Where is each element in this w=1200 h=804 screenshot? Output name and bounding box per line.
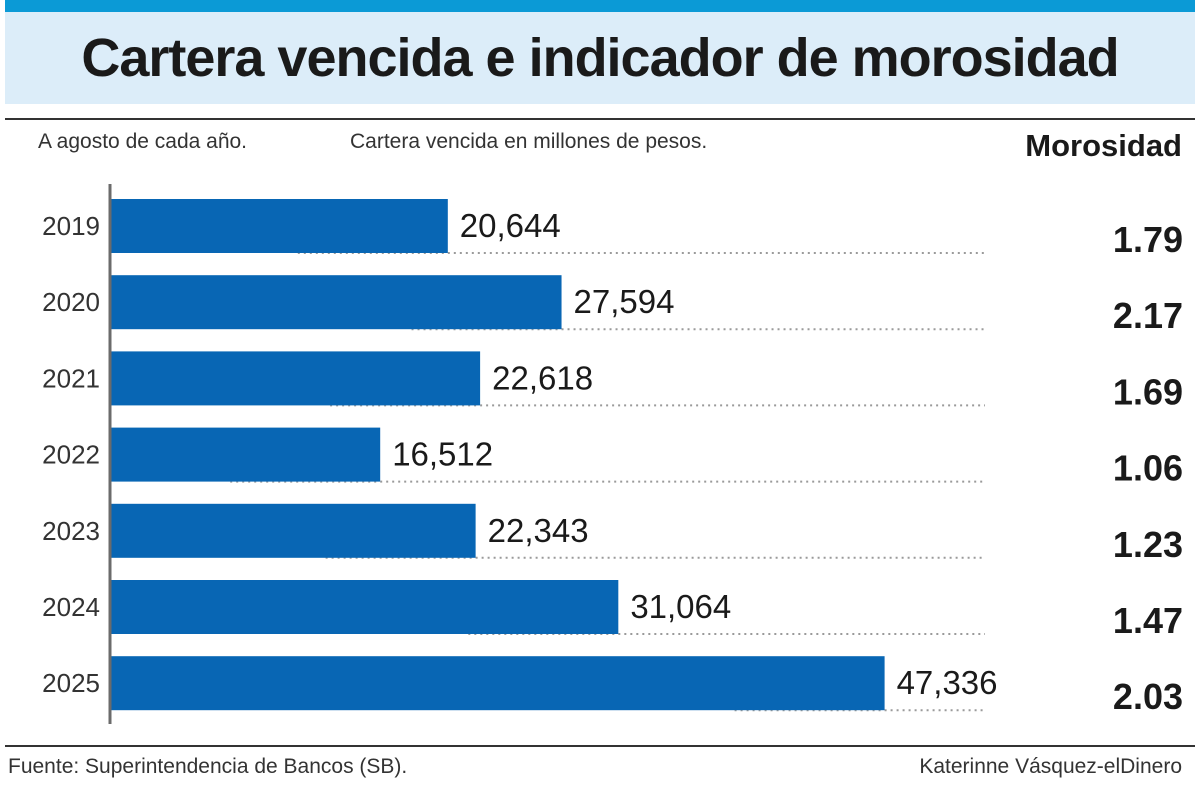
year-label: 2024 — [42, 592, 100, 622]
bar-value-label: 31,064 — [630, 588, 731, 625]
bar-value-label: 22,618 — [492, 359, 593, 396]
author-credit: Katerinne Vásquez-elDinero — [919, 755, 1182, 778]
bar-2025 — [110, 656, 885, 711]
year-label: 2020 — [42, 287, 100, 317]
top-accent-bar — [5, 0, 1195, 12]
chart-title: Cartera vencida e indicador de morosidad — [81, 28, 1119, 88]
year-label: 2025 — [42, 668, 100, 698]
bar-value-label: 16,512 — [392, 436, 493, 473]
morosidad-value: 1.47 — [1113, 600, 1183, 641]
bar-2020 — [110, 275, 562, 330]
title-band: Cartera vencida e indicador de morosidad — [5, 12, 1195, 104]
source-note: Fuente: Superintendencia de Bancos (SB). — [8, 755, 408, 778]
chart-subtitle: Cartera vencida en millones de pesos. — [350, 130, 708, 153]
bar-value-label: 47,336 — [897, 664, 998, 701]
year-label: 2022 — [42, 440, 100, 470]
bar-value-label: 27,594 — [574, 283, 675, 320]
morosidad-value: 1.06 — [1113, 448, 1183, 489]
year-label: 2021 — [42, 363, 100, 393]
date-note: A agosto de cada año. — [38, 130, 248, 153]
bar-value-label: 20,644 — [460, 207, 561, 244]
bar-2022 — [110, 427, 381, 482]
bar-value-label: 22,343 — [488, 512, 589, 549]
morosidad-value: 2.17 — [1113, 295, 1183, 336]
morosidad-value: 1.79 — [1113, 219, 1183, 260]
bar-2024 — [110, 580, 619, 634]
bar-2021 — [110, 351, 481, 406]
year-label: 2023 — [42, 516, 100, 546]
header-rule — [5, 118, 1195, 120]
morosidad-column-header: Morosidad — [1025, 128, 1182, 163]
morosidad-value: 1.23 — [1113, 524, 1183, 565]
year-label: 2019 — [42, 211, 100, 241]
morosidad-value: 1.69 — [1113, 371, 1183, 412]
bar-2019 — [110, 199, 448, 253]
footer-rule — [5, 745, 1195, 747]
morosidad-value: 2.03 — [1113, 676, 1183, 717]
bar-2023 — [110, 503, 476, 558]
